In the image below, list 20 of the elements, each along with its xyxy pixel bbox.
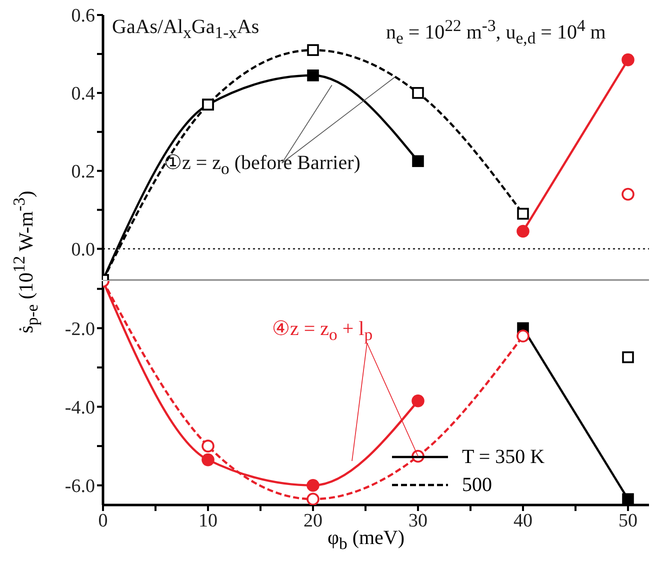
x-tick-label: 0 [98, 510, 108, 532]
x-tick-label: 20 [304, 510, 322, 532]
y-tick-label: 0.6 [71, 6, 95, 27]
x-tick-label: 10 [198, 510, 218, 532]
legend-label: 500 [462, 474, 493, 496]
annotation: ①z = z$_{o}$ (before Barrier) [164, 151, 360, 179]
x-axis-title: φ$_{b}$ (meV) [327, 527, 405, 554]
y-tick-label: -2.0 [64, 318, 95, 340]
x-tick-label: 30 [408, 510, 428, 532]
annotation: ④z = z$_{o}$ + l$_{p}$ [272, 317, 373, 345]
text: n$_{e}$ = 10$^{22}$ m$^{-3}$, u$_{e,d}$ = 10$^{4}$ m [386, 16, 606, 48]
x-tick-label: 50 [618, 510, 638, 532]
y-tick-label: -6.0 [64, 476, 95, 498]
y-tick-label: 0.2 [71, 162, 95, 183]
annotation: GaAs/Al$_{x}$Ga$_{1-x}$As [112, 16, 260, 43]
x-tick-label: 40 [514, 510, 532, 532]
y-tick-label: 0.4 [71, 84, 96, 105]
y-tick-label: 0.0 [71, 240, 95, 261]
y-tick-label: -4.0 [64, 398, 95, 418]
legend-label: T = 350 K [462, 446, 546, 468]
